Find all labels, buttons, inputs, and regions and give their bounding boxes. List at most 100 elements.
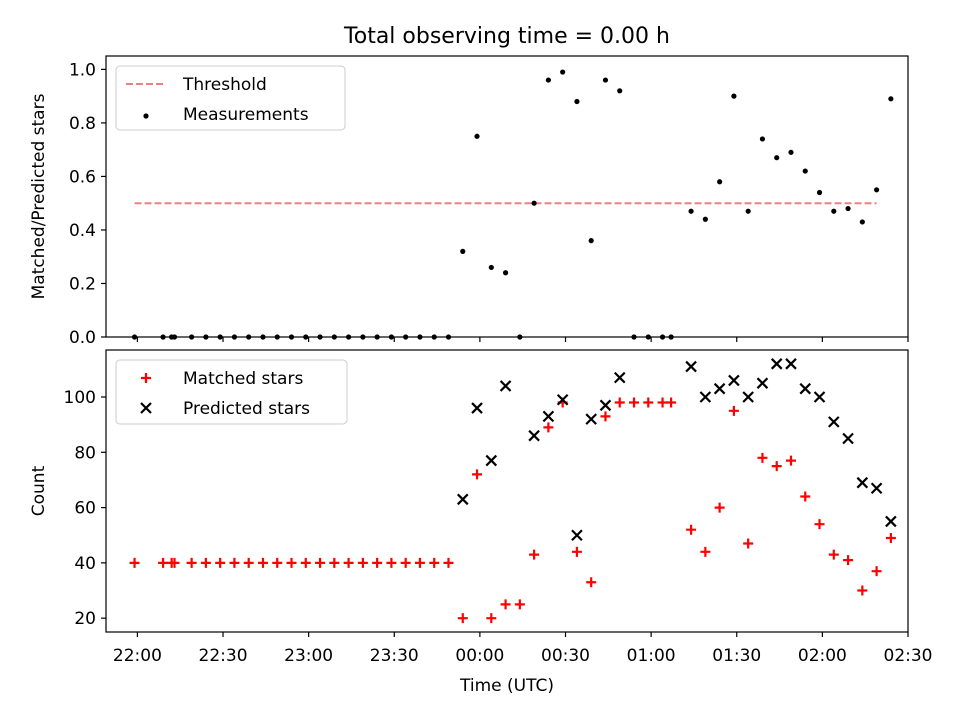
y-tick-label: 1.0 — [69, 60, 96, 80]
matched-star-point — [186, 557, 197, 568]
matched-star-point — [785, 455, 796, 466]
legend-predicted-swatch — [140, 402, 152, 414]
y-tick-label: 0.4 — [69, 221, 96, 241]
matched-star-point — [514, 599, 525, 610]
matched-star-point — [386, 557, 397, 568]
matched-star-point — [129, 557, 140, 568]
predicted-star-point — [742, 391, 754, 403]
legend-label: Threshold — [182, 75, 267, 95]
matched-star-point — [272, 557, 283, 568]
measurement-point — [488, 264, 494, 271]
measurement-point — [745, 208, 751, 214]
measurement-point — [717, 179, 723, 185]
y-tick-label: 0.8 — [69, 114, 96, 134]
x-tick-label: 01:30 — [712, 646, 761, 666]
chart-title: Total observing time = 0.00 h — [343, 24, 670, 49]
legend-label: Matched stars — [183, 369, 303, 389]
y-tick-label: 0.0 — [69, 328, 96, 348]
measurement-point — [602, 77, 609, 83]
measurement-point — [702, 216, 708, 222]
matched-star-point — [871, 566, 882, 577]
measurement-point — [845, 205, 851, 212]
matched-star-point — [843, 555, 854, 566]
matched-star-point — [857, 585, 868, 596]
predicted-star-point — [485, 454, 498, 467]
matched-star-point — [686, 524, 697, 535]
matched-star-point — [243, 557, 254, 568]
predicted-star-point — [556, 393, 569, 406]
predicted-star-point — [528, 429, 540, 442]
matched-star-point — [414, 557, 425, 568]
y-tick-label: 0.6 — [69, 167, 96, 187]
measurement-point — [802, 168, 808, 174]
matched-star-point — [657, 397, 668, 408]
matched-star-point — [372, 557, 383, 568]
x-tick-label: 23:00 — [284, 646, 333, 666]
matched-star-point — [700, 546, 711, 557]
matched-star-point — [169, 557, 180, 568]
matched-star-point — [500, 599, 511, 610]
matched-star-point — [457, 613, 468, 624]
bottom-panel: 20 40 60 80 100 22:00 22:30 23:00 23:30 00:00 00:3… — [29, 349, 933, 696]
matched-star-point — [200, 557, 211, 568]
predicted-star-point — [813, 391, 826, 403]
matched-star-point — [643, 397, 654, 408]
measurement-point — [474, 133, 480, 139]
predicted-star-point — [585, 413, 597, 425]
matched-star-point — [614, 397, 625, 408]
measurement-point — [588, 238, 594, 244]
matched-star-point — [586, 577, 597, 588]
predicted-star-point — [471, 402, 483, 414]
y-tick-label: 40 — [74, 554, 96, 574]
legend-matched-swatch — [141, 373, 151, 383]
measurement-point — [688, 208, 694, 214]
x-tick-label: 22:00 — [113, 646, 162, 666]
matched-star-point — [472, 469, 483, 480]
x-tick-label: 23:30 — [370, 646, 419, 666]
y-tick-label: 20 — [74, 609, 96, 629]
legend-box — [115, 359, 348, 425]
predicted-star-point — [728, 374, 740, 387]
measurement-point — [831, 208, 837, 214]
measurement-point — [816, 189, 823, 196]
y-tick-label: 60 — [74, 499, 96, 519]
predicted-star-point — [599, 399, 612, 412]
x-tick-label: 22:30 — [199, 646, 248, 666]
legend-measurement-swatch — [143, 113, 149, 119]
predicted-star-point — [799, 382, 812, 395]
top-panel: 0.0 0.2 0.4 0.6 0.8 1.0 Matched/Predicted star… — [29, 55, 909, 348]
matched-star-point — [571, 546, 582, 557]
predicted-star-point — [542, 410, 555, 423]
x-tick-label: 02:00 — [798, 646, 847, 666]
y-axis-label: Count — [29, 465, 49, 516]
predicted-star-point — [856, 476, 869, 489]
predicted-star-point — [885, 515, 897, 528]
measurement-point — [859, 219, 865, 225]
matched-star-point — [757, 452, 768, 463]
measurement-point — [531, 200, 537, 206]
measurement-point — [545, 77, 551, 83]
matched-star-point — [315, 557, 326, 568]
matched-star-point — [728, 405, 739, 416]
y-axis-label: Matched/Predicted stars — [29, 93, 49, 299]
matched-star-point — [771, 461, 782, 472]
measurement-point — [759, 136, 766, 142]
matched-star-point — [600, 411, 611, 422]
matched-star-point — [329, 557, 340, 568]
x-tick-label: 00:00 — [455, 646, 504, 666]
matched-star-point — [486, 613, 497, 624]
measurement-point — [788, 149, 794, 155]
predicted-star-point — [756, 377, 769, 389]
matched-star-point — [743, 538, 754, 549]
measurement-point — [731, 93, 737, 99]
y-tick-label: 80 — [74, 443, 96, 463]
matched-star-point — [400, 557, 411, 568]
matched-star-point — [828, 549, 839, 560]
matched-star-point — [714, 502, 725, 513]
legend-label: Measurements — [183, 105, 309, 125]
predicted-star-point — [613, 371, 626, 384]
matched-star-point — [814, 519, 825, 530]
measurement-point — [888, 96, 894, 102]
